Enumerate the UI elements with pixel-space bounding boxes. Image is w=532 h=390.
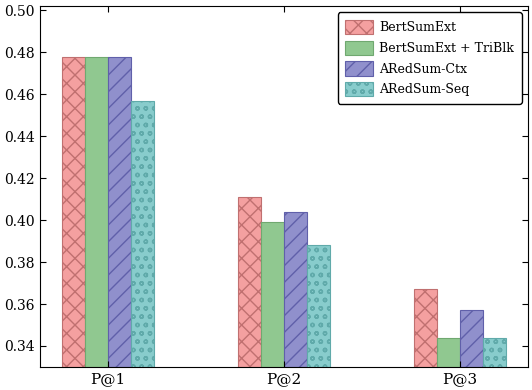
- Legend: BertSumExt, BertSumExt + TriBlk, ARedSum-Ctx, ARedSum-Seq: BertSumExt, BertSumExt + TriBlk, ARedSum…: [338, 12, 521, 104]
- Bar: [306, 245, 330, 367]
- Bar: [85, 57, 108, 367]
- Bar: [238, 197, 261, 367]
- Bar: [284, 212, 306, 367]
- Bar: [437, 338, 460, 367]
- Bar: [62, 57, 85, 367]
- Bar: [131, 101, 154, 367]
- Bar: [108, 57, 131, 367]
- Bar: [460, 310, 483, 367]
- Bar: [414, 289, 437, 367]
- Bar: [483, 338, 505, 367]
- Bar: [261, 222, 284, 367]
